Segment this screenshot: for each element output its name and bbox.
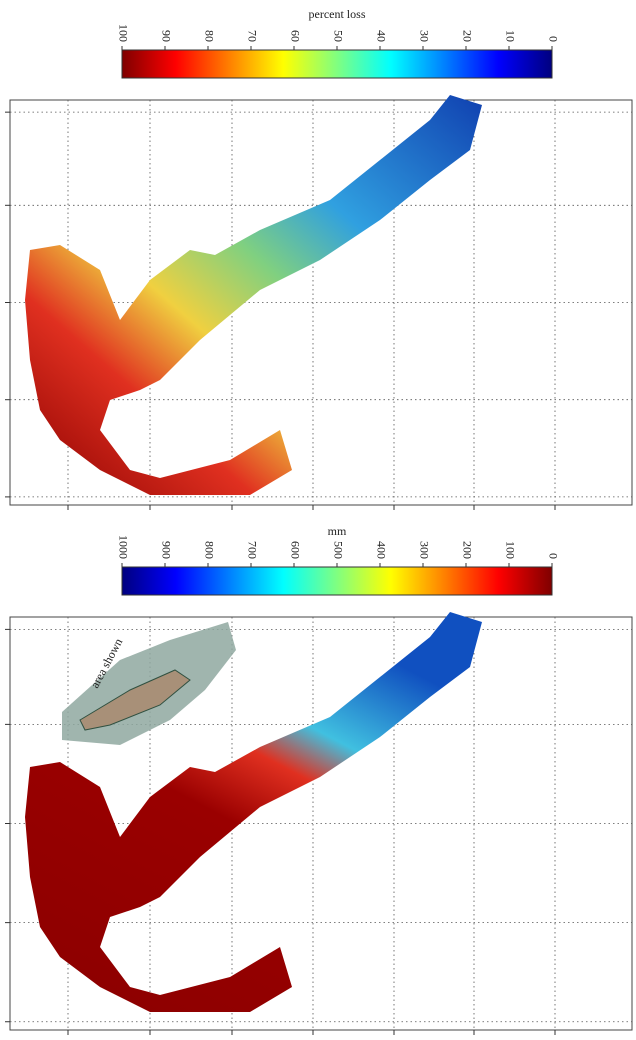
colorbar-label: mm [328,524,347,538]
colorbar-tick-label: 0 [546,36,560,42]
colorbar-tick-label: 90 [159,30,173,42]
colorbar-tick-label: 20 [460,30,474,42]
colorbar-tick-label: 800 [202,541,216,559]
colorbar [122,567,552,595]
colorbar-tick-label: 200 [460,541,474,559]
colorbar-tick-label: 100 [503,541,517,559]
figure: percent loss1009080706050403020100 mm100… [0,0,636,1035]
colorbar-tick-label: 50 [331,30,345,42]
colorbar-tick-label: 80 [202,30,216,42]
colorbar-tick-label: 500 [331,541,345,559]
colorbar-tick-label: 30 [417,30,431,42]
colorbar-tick-label: 600 [288,541,302,559]
colorbar-label: percent loss [309,7,366,21]
colorbar [122,50,552,78]
colorbar-tick-label: 60 [288,30,302,42]
colorbar-tick-label: 10 [503,30,517,42]
colorbar-tick-label: 900 [159,541,173,559]
colorbar-tick-label: 700 [245,541,259,559]
colorbar-tick-label: 400 [374,541,388,559]
colorbar-tick-label: 100 [116,24,130,42]
lake-map [25,95,482,495]
colorbar-tick-label: 1000 [116,535,130,559]
colorbar-tick-label: 300 [417,541,431,559]
colorbar-tick-label: 0 [546,553,560,559]
colorbar-tick-label: 40 [374,30,388,42]
colorbar-tick-label: 70 [245,30,259,42]
